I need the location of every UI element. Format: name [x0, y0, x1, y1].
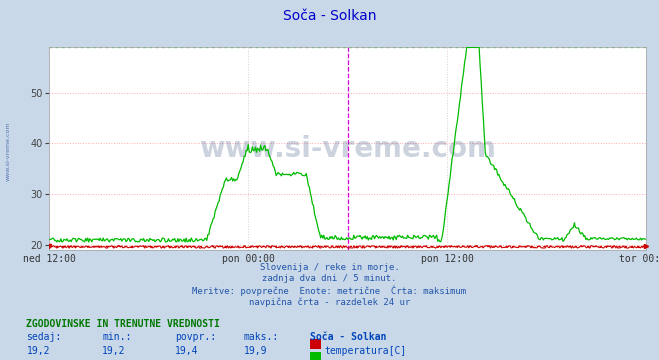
Text: Meritve: povprečne  Enote: metrične  Črta: maksimum: Meritve: povprečne Enote: metrične Črta:…	[192, 286, 467, 296]
Text: temperatura[C]: temperatura[C]	[324, 346, 407, 356]
Text: 19,2: 19,2	[26, 346, 50, 356]
Text: 19,4: 19,4	[175, 346, 198, 356]
Text: www.si-vreme.com: www.si-vreme.com	[199, 135, 496, 162]
Text: Soča - Solkan: Soča - Solkan	[310, 332, 386, 342]
Text: Slovenija / reke in morje.: Slovenija / reke in morje.	[260, 263, 399, 272]
Text: pon 00:00: pon 00:00	[221, 254, 274, 264]
Text: 19,9: 19,9	[244, 346, 268, 356]
Text: povpr.:: povpr.:	[175, 332, 215, 342]
Text: ZGODOVINSKE IN TRENUTNE VREDNOSTI: ZGODOVINSKE IN TRENUTNE VREDNOSTI	[26, 319, 220, 329]
Text: sedaj:: sedaj:	[26, 332, 61, 342]
Text: navpična črta - razdelek 24 ur: navpična črta - razdelek 24 ur	[249, 297, 410, 307]
Text: pon 12:00: pon 12:00	[421, 254, 474, 264]
Text: www.si-vreme.com: www.si-vreme.com	[5, 121, 11, 181]
Text: maks.:: maks.:	[244, 332, 279, 342]
Text: tor 00:00: tor 00:00	[619, 254, 659, 264]
Text: 19,2: 19,2	[102, 346, 126, 356]
Text: zadnja dva dni / 5 minut.: zadnja dva dni / 5 minut.	[262, 274, 397, 283]
Text: Soča - Solkan: Soča - Solkan	[283, 9, 376, 23]
Text: ned 12:00: ned 12:00	[23, 254, 76, 264]
Text: min.:: min.:	[102, 332, 132, 342]
